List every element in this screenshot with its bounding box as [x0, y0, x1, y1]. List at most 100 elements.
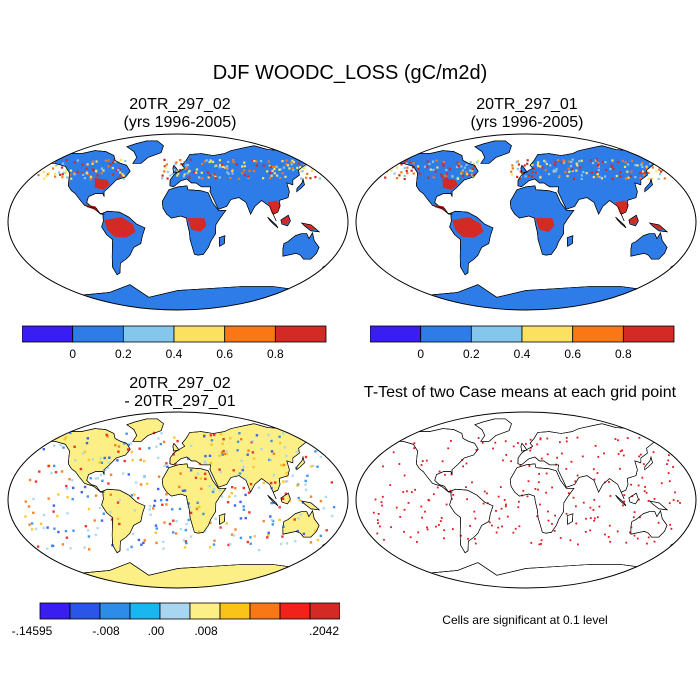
grid-cell: [139, 483, 143, 486]
significant-cell: [598, 505, 601, 508]
grid-cell: [88, 548, 91, 551]
colorbar-label: 0.4: [166, 347, 183, 361]
significant-cell: [499, 486, 502, 488]
grid-cell: [241, 165, 244, 168]
grid-cell: [243, 165, 246, 168]
significant-cell: [617, 439, 619, 442]
grid-cell: [188, 169, 191, 172]
grid-cell: [122, 177, 126, 180]
significant-cell: [381, 504, 383, 507]
significant-cell: [574, 480, 577, 483]
grid-cell: [268, 458, 271, 462]
hotspot-congo: [535, 218, 555, 232]
grid-cell: [516, 175, 519, 178]
significant-cell: [623, 500, 626, 503]
significant-cell: [593, 478, 596, 481]
grid-cell: [465, 170, 468, 173]
grid-cell: [165, 503, 168, 506]
grid-cell: [316, 449, 319, 452]
map-border: [7, 411, 349, 589]
grid-cell: [232, 158, 235, 162]
grid-cell: [57, 493, 60, 496]
grid-cell: [186, 166, 189, 169]
grid-cell: [511, 167, 514, 170]
significant-cell: [545, 472, 548, 475]
grid-cell: [572, 177, 576, 180]
grid-cell: [107, 461, 111, 465]
grid-cell: [600, 177, 604, 180]
significant-cell: [497, 526, 500, 529]
grid-cell: [255, 160, 258, 163]
significant-cell: [589, 506, 592, 509]
grid-cell: [175, 161, 178, 164]
significant-cell: [645, 491, 648, 494]
grid-cell: [247, 449, 250, 452]
grid-cell: [597, 165, 600, 168]
grid-cell: [72, 529, 75, 532]
grid-cell: [231, 486, 234, 489]
grid-cell: [184, 528, 187, 532]
grid-cell: [260, 160, 263, 163]
significant-cell: [679, 502, 681, 504]
significant-cell: [517, 442, 519, 444]
coastline-japan: [296, 177, 305, 193]
grid-cell: [302, 164, 305, 167]
significant-cell: [482, 502, 485, 505]
significant-cell: [427, 499, 430, 501]
grid-cell: [269, 172, 272, 175]
significant-cell: [584, 531, 587, 533]
grid-cell: [239, 536, 243, 540]
grid-cell: [619, 171, 622, 174]
grid-cell: [318, 177, 321, 180]
coastline-sumatra: [267, 216, 279, 229]
grid-cell: [157, 487, 160, 491]
colorbar-label: 0.4: [514, 347, 531, 361]
grid-cell: [73, 161, 76, 164]
grid-cell: [552, 169, 556, 172]
grid-cell: [206, 171, 209, 174]
significant-cell: [616, 530, 619, 533]
grid-cell: [279, 441, 282, 445]
hotspot-newguinea: [651, 224, 666, 230]
grid-cell: [639, 172, 642, 175]
grid-cell: [325, 529, 328, 532]
significant-cell: [443, 537, 445, 540]
grid-cell: [204, 454, 207, 458]
grid-cell: [82, 452, 85, 455]
grid-cell: [330, 481, 333, 484]
grid-cell: [395, 158, 398, 162]
coastline-sumatra: [615, 494, 627, 507]
coastline-australia: [282, 232, 320, 260]
grid-cell: [262, 164, 265, 167]
grid-cell: [95, 160, 98, 163]
grid-cell: [214, 165, 217, 168]
grid-cell: [79, 467, 83, 471]
coastline-newguinea: [648, 500, 669, 511]
grid-cell: [69, 169, 73, 172]
grid-cell: [396, 159, 399, 162]
grid-cell: [423, 165, 427, 168]
grid-cell: [83, 546, 86, 549]
grid-cell: [218, 159, 221, 162]
grid-cell: [516, 167, 519, 171]
grid-cell: [226, 165, 229, 168]
hotspot-seasia: [267, 200, 281, 215]
grid-cell: [195, 171, 198, 174]
significant-cell: [653, 498, 656, 500]
grid-cell: [61, 162, 65, 165]
grid-cell: [242, 508, 246, 511]
grid-cell: [519, 170, 522, 173]
grid-cell: [155, 527, 158, 530]
grid-cell: [273, 166, 277, 169]
grid-cell: [204, 462, 207, 465]
grid-cell: [64, 529, 68, 533]
grid-cell: [304, 164, 307, 167]
colorbar-swatch: [122, 325, 175, 343]
grid-cell: [247, 175, 250, 178]
grid-cell: [292, 161, 295, 164]
grid-cell: [242, 465, 245, 469]
grid-cell: [651, 177, 654, 180]
grid-cell: [117, 176, 120, 180]
grid-cell: [230, 492, 233, 495]
grid-cell: [42, 448, 45, 451]
